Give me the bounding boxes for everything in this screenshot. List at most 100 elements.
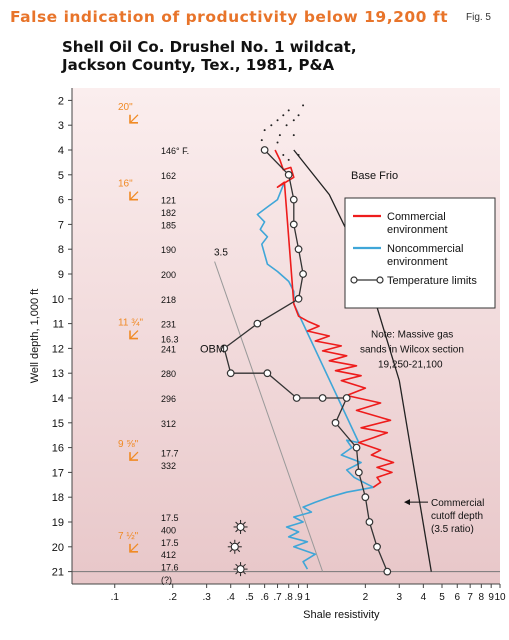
y-tick-label: 6 — [58, 195, 64, 207]
y-tick-label: 17 — [52, 467, 64, 479]
temperature-label: 121 — [161, 196, 176, 206]
temperature-label: 231 — [161, 320, 176, 330]
gas-symbol-ray — [243, 571, 246, 575]
casing-shoe-diagonal — [129, 191, 139, 201]
temperature-limit-point — [361, 493, 370, 502]
temperature-limit-point — [373, 542, 381, 551]
temperature-label: 200 — [161, 270, 176, 280]
figure-number: Fig. 5 — [465, 12, 491, 23]
x-tick-label: .3 — [202, 592, 211, 603]
temperature-label: 162 — [161, 171, 176, 181]
note-line-1: Note: Massive gas — [371, 330, 453, 341]
dotted-data-point — [276, 119, 279, 122]
cutoff-label-line-2: cutoff depth — [431, 511, 483, 522]
ratio-value-label: 3.5 — [214, 248, 228, 259]
dotted-data-point — [263, 129, 266, 132]
dotted-data-point — [278, 134, 281, 137]
gas-symbol-ray — [237, 549, 241, 553]
dotted-data-point — [260, 139, 263, 142]
note-line-2: sands in Wilcox section — [360, 344, 464, 355]
y-tick-label: 13 — [52, 368, 64, 380]
temperature-label: 185 — [161, 220, 176, 230]
base-frio-label: Base Frio — [351, 170, 398, 182]
temperature-limit-point — [294, 245, 303, 254]
dotted-data-point — [297, 153, 300, 156]
gas-symbol-core — [230, 542, 239, 551]
gas-symbol-core — [236, 522, 245, 531]
x-tick-label: .1 — [111, 592, 120, 603]
temperature-label: 146° F. — [161, 146, 189, 156]
x-tick-label: .6 — [260, 592, 269, 603]
x-tick-label: .2 — [169, 592, 178, 603]
x-tick-label: 4 — [421, 592, 427, 603]
legend-marker-temperature — [350, 276, 358, 284]
temperature-limit-point — [289, 195, 298, 204]
y-tick-label: 5 — [58, 170, 64, 182]
temperature-label: 182 — [161, 208, 176, 218]
temperature-label: 17.5 — [161, 538, 179, 548]
casing-shoe-diagonal — [129, 543, 139, 553]
x-tick-label: 3 — [396, 592, 402, 603]
casing-shoe-diagonal — [129, 451, 139, 461]
temperature-label: 241 — [161, 344, 176, 354]
casing-size-label: 16" — [118, 179, 133, 190]
legend-label-commercial: Commercial — [387, 211, 446, 223]
temperature-limit-point — [318, 394, 327, 402]
legend-marker-temperature — [376, 276, 384, 284]
legend-label-temperature: Temperature limits — [387, 275, 477, 287]
commercial-environment-line — [274, 149, 395, 488]
y-tick-label: 21 — [52, 567, 64, 579]
y-tick-label: 11 — [53, 319, 64, 331]
gas-symbol-ray — [235, 571, 239, 575]
temperature-limit-point — [342, 394, 351, 402]
temperature-label: 280 — [161, 369, 176, 379]
temperature-label: 190 — [161, 245, 176, 255]
casing-shoe-diagonal — [129, 330, 139, 339]
temperature-label: 218 — [161, 295, 176, 305]
gas-show-symbol — [233, 562, 248, 577]
legend-label-noncommercial-line-2: environment — [387, 256, 448, 268]
y-tick-label: 7 — [58, 219, 64, 231]
gas-symbol-ray — [229, 549, 233, 553]
dotted-data-point — [276, 141, 279, 144]
note-line-3: 19,250-21,100 — [378, 359, 443, 370]
y-tick-label: 3 — [58, 120, 64, 132]
temperature-limit-point — [253, 319, 262, 328]
cutoff-label-line-1: Commercial — [431, 498, 484, 509]
gas-symbol-ray — [235, 529, 239, 533]
x-tick-label: 7 — [467, 592, 473, 603]
casing-size-label: 7 ½" — [118, 531, 139, 542]
x-tick-label: 2 — [363, 592, 369, 603]
dotted-data-point — [270, 124, 273, 127]
cutoff-arrow-head — [404, 499, 410, 506]
y-tick-label: 19 — [52, 517, 64, 529]
x-tick-label: 8 — [479, 592, 485, 603]
x-tick-label: 5 — [439, 592, 445, 603]
temperature-limit-point — [354, 468, 363, 477]
x-tick-label: .8 — [285, 592, 294, 603]
temperature-label: 412 — [161, 550, 176, 560]
y-tick-label: 14 — [52, 393, 64, 405]
gas-show-symbol — [233, 519, 248, 534]
x-tick-label: 6 — [454, 592, 460, 603]
cutoff-label-line-3: (3.5 ratio) — [431, 524, 474, 535]
obm-label: OBM — [200, 343, 225, 355]
x-axis-label: Shale resistivity — [303, 609, 380, 621]
y-tick-label: 20 — [52, 542, 64, 554]
temperature-label: 17.6 — [161, 563, 179, 573]
plot-background — [72, 88, 500, 584]
temperature-limit-point — [365, 518, 374, 526]
y-tick-label: 9 — [58, 269, 64, 281]
temperature-limit-point — [289, 220, 298, 229]
ratio-guide-line — [214, 261, 324, 572]
gas-symbol-ray — [235, 521, 239, 525]
dotted-data-point — [297, 114, 300, 117]
y-tick-label: 18 — [52, 492, 64, 504]
dotted-data-point — [292, 119, 295, 122]
y-axis-label: Well depth, 1,000 ft — [29, 289, 41, 384]
temperature-label: (?) — [161, 575, 172, 585]
noncommercial-environment-line — [256, 181, 375, 570]
gas-symbol-ray — [243, 521, 246, 525]
y-tick-label: 10 — [52, 294, 64, 306]
